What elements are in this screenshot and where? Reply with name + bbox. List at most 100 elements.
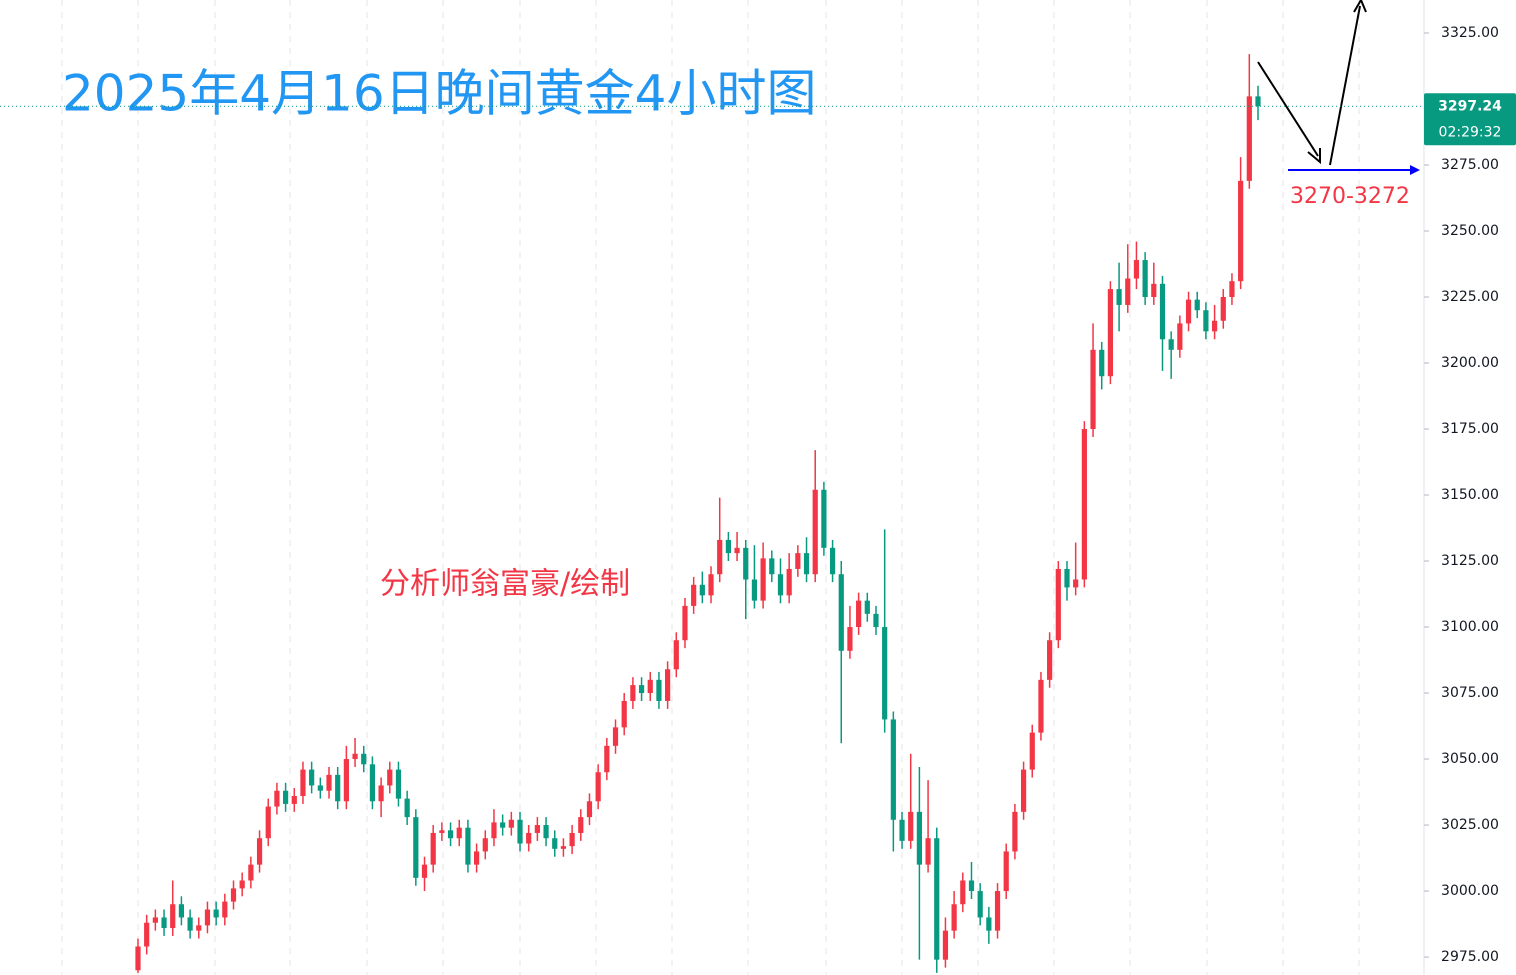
candle-body [256,838,263,865]
candle-body [1229,281,1235,298]
candle-body [812,489,818,575]
candle-body [725,539,731,554]
y-tick-label: 3200.00 [1441,355,1499,371]
candle-body [595,772,601,802]
candle-body [734,547,740,554]
candle-body [769,558,775,575]
candle-body [864,600,870,614]
candle-body [387,769,393,786]
candle-body [1020,769,1027,812]
candle-body [951,904,957,931]
candle-body [1159,283,1166,340]
candle-body [882,627,888,720]
y-tick-label: 3025.00 [1441,817,1499,833]
candle-body [474,851,480,865]
candle-body [1029,732,1035,770]
candle-body [265,806,271,839]
y-tick-label: 3275.00 [1441,157,1499,173]
candle-body [1238,180,1244,282]
candle-body [1038,679,1044,733]
candle-body [465,827,471,865]
candle-body [743,547,749,580]
countdown: 02:29:32 [1439,124,1502,140]
candle-body [1185,299,1192,324]
vertical-grid [61,0,1360,975]
candle-body [1125,278,1131,305]
candle-body [612,727,619,746]
candle-body [847,627,853,651]
candle-body [508,819,514,828]
candle-body [717,539,723,575]
y-tick-label: 3150.00 [1441,487,1499,503]
candle-body [144,922,150,947]
candle-body [309,769,315,786]
candle-body [170,904,176,929]
candle-body [699,584,705,596]
y-tick-label: 3100.00 [1441,619,1499,635]
candle-body [1133,260,1140,279]
candle-body [456,827,462,839]
candle-body [526,832,532,844]
annotation: 分析师翁富豪/绘制 [380,567,630,602]
candle-body [552,838,558,849]
candle-body [647,679,653,694]
y-tick-label: 3175.00 [1441,421,1499,437]
candles [135,54,1261,973]
candle-body [656,679,662,701]
candle-body [795,553,801,569]
candle-body [916,811,922,865]
candle-body [829,547,836,575]
y-tick-label: 3225.00 [1441,289,1499,305]
candle-body [977,891,983,918]
candle-body [343,759,349,802]
candle-body [317,785,323,791]
candle-body [1255,96,1261,107]
candle-body [248,864,254,881]
candle-body [352,753,358,760]
candle-body [873,613,879,628]
candle-body [204,909,211,926]
candle-body [395,769,402,799]
candle-body [534,825,540,833]
candle-body [960,880,966,905]
candle-body [890,719,896,820]
candle-body [934,838,940,960]
candle-body [239,880,245,889]
candle-body [335,774,341,802]
candle-body [760,558,766,601]
candle-body [491,822,497,839]
y-tick-label: 3250.00 [1441,223,1499,239]
candle-body [673,640,679,670]
candle-body [196,925,202,931]
y-tick-label: 3125.00 [1441,553,1499,569]
candle-body [838,574,844,651]
annotation: 3270-3272 [1290,184,1410,209]
y-tick-label: 3000.00 [1441,883,1499,899]
candle-body [369,764,376,802]
y-tick-label: 2975.00 [1441,949,1499,965]
candle-body [751,579,758,601]
y-tick-label: 3050.00 [1441,751,1499,767]
price-label: 3297.24 [1438,98,1502,114]
candle-body [1107,289,1114,377]
candle-body [1211,320,1218,332]
candle-body [282,790,289,804]
candle-body [517,819,523,844]
candle-body [1177,323,1183,350]
candle-body [942,930,949,960]
candle-body [682,605,688,641]
candle-body [1194,299,1200,311]
candle-body [560,846,567,849]
candle-body [708,574,714,596]
candle-body [1142,260,1148,298]
candle-body [1073,579,1079,588]
candle-body [135,946,141,971]
candle-body [630,685,636,701]
candle-body [378,785,384,802]
candle-body [638,685,645,694]
candle-body [994,891,1001,931]
y-tick-label: 3325.00 [1441,25,1499,41]
candle-body [1099,349,1105,377]
candle-body [665,669,671,701]
candle-body [1064,568,1070,588]
